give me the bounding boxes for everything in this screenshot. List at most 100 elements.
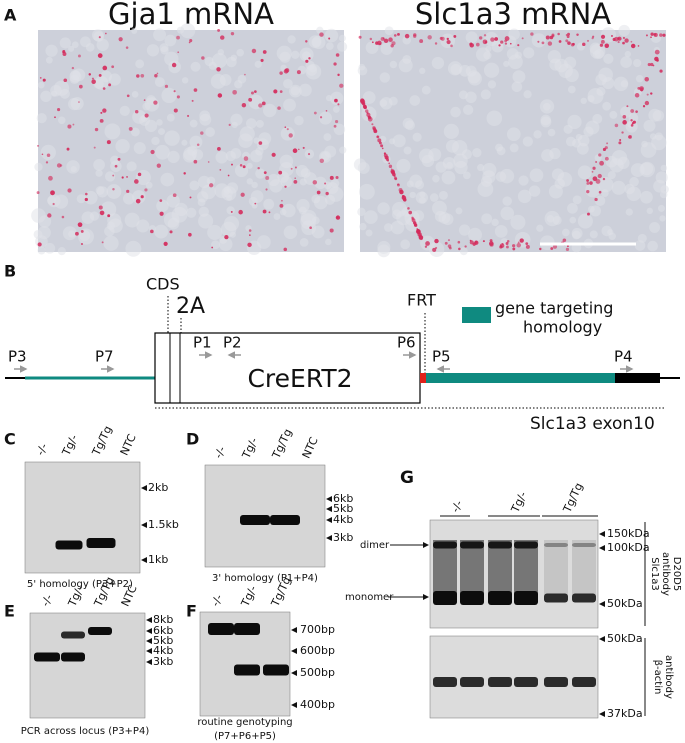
tissue-texture [146, 44, 160, 57]
tissue-texture [250, 149, 263, 163]
tissue-texture [104, 171, 116, 182]
stain-dot [335, 175, 339, 180]
tissue-texture [131, 190, 146, 204]
gel-band [34, 652, 60, 662]
tissue-texture [461, 149, 472, 160]
stain-dot [650, 32, 654, 36]
gel-band [572, 677, 596, 687]
stain-dot [606, 142, 609, 145]
lane-label: -/- [212, 444, 229, 460]
tissue-texture [637, 233, 647, 243]
stain-dot [483, 34, 487, 37]
tissue-texture [565, 136, 576, 147]
tissue-texture [246, 178, 254, 185]
tissue-texture [96, 38, 109, 52]
tissue-texture [161, 87, 177, 104]
tissue-texture [419, 67, 426, 75]
tissue-texture [607, 171, 616, 180]
tissue-texture [533, 130, 542, 139]
tissue-texture [625, 208, 633, 216]
tissue-texture [522, 136, 533, 147]
stain-dot [482, 240, 485, 243]
stain-dot [631, 122, 635, 125]
tissue-texture [50, 90, 58, 97]
stain-dot [380, 37, 385, 41]
panel-letter: B [4, 262, 16, 281]
stain-dot [435, 246, 438, 250]
tissue-texture [455, 207, 463, 215]
stain-dot [599, 43, 604, 47]
tissue-texture [441, 213, 454, 226]
tissue-texture [256, 138, 269, 151]
gel-smear [572, 540, 596, 595]
size-marker: 1kb [148, 553, 168, 566]
stain-dot [183, 172, 186, 175]
stain-dot [248, 97, 253, 102]
tissue-texture [218, 237, 233, 252]
stain-dot [399, 189, 404, 195]
tissue-texture [542, 102, 551, 111]
tissue-texture [167, 150, 180, 164]
stain-dot [644, 100, 650, 106]
tissue-texture [324, 28, 339, 43]
tissue-texture [330, 91, 344, 106]
tissue-texture [506, 127, 521, 142]
tissue-texture [338, 34, 346, 42]
stain-dot [654, 49, 660, 55]
tissue-texture [40, 144, 56, 161]
stain-dot [645, 34, 648, 37]
stain-dot [565, 34, 568, 36]
tissue-texture [400, 239, 411, 250]
stain-dot [453, 34, 457, 38]
tissue-texture [603, 53, 614, 65]
panel-letter: A [4, 6, 17, 25]
tissue-texture [657, 204, 666, 212]
stain-dot [63, 78, 68, 83]
stain-dot [144, 113, 149, 118]
stain-dot [458, 247, 461, 251]
panel-letter: C [4, 430, 16, 449]
tissue-texture [486, 110, 503, 127]
stain-dot [79, 84, 83, 89]
tissue-texture [651, 134, 667, 151]
stain-dot [80, 229, 84, 233]
stain-dot [219, 168, 222, 171]
gel-band [270, 515, 300, 525]
primer-label: P7 [95, 348, 114, 366]
stain-dot [363, 105, 367, 109]
tissue-texture [587, 87, 604, 104]
tissue-texture [617, 156, 630, 170]
stain-dot [144, 188, 148, 192]
tissue-texture [409, 174, 423, 188]
tissue-texture [585, 182, 601, 198]
stain-dot [67, 124, 72, 129]
tissue-texture [435, 161, 447, 173]
stain-dot [598, 153, 602, 157]
gel-band [61, 652, 85, 662]
tissue-texture [238, 133, 253, 148]
tissue-texture [57, 247, 66, 256]
tissue-texture [106, 184, 122, 199]
tissue-texture [208, 61, 217, 70]
stain-dot [550, 247, 554, 250]
tissue-texture [283, 78, 293, 89]
stain-dot [622, 36, 625, 40]
tissue-texture [226, 194, 233, 201]
stain-dot [283, 68, 289, 74]
tissue-texture [438, 190, 448, 200]
tissue-texture [383, 223, 393, 232]
stain-dot [612, 37, 616, 42]
stain-dot [75, 231, 79, 236]
stain-dot [501, 243, 504, 245]
stain-dot [176, 95, 180, 99]
gel-band [433, 541, 457, 549]
gel-caption: 5' homology (P3+P2) [27, 579, 133, 590]
tissue-texture [546, 215, 555, 223]
tissue-texture [230, 54, 238, 62]
stain-dot [102, 108, 107, 113]
stain-dot [582, 42, 586, 47]
stain-dot [576, 33, 579, 37]
site-label: CDS [146, 275, 180, 294]
tissue-texture [468, 227, 483, 242]
stain-dot [586, 190, 590, 194]
